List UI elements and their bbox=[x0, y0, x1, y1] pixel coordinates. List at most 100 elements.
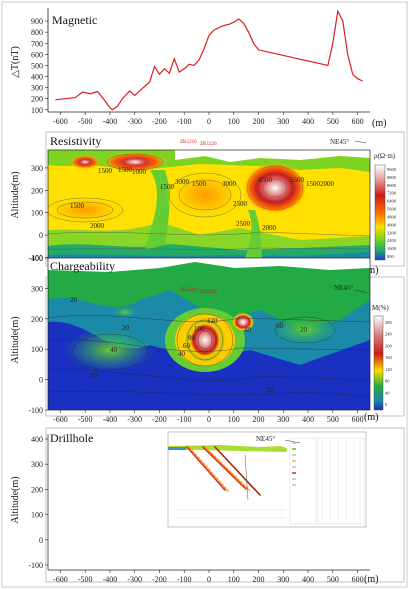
magnetic-line bbox=[55, 9, 363, 111]
chargeability-ytick-label: -100 bbox=[28, 406, 43, 415]
magnetic-xtick-label: 600 bbox=[352, 117, 364, 126]
resistivity-ytick-label: 300 bbox=[31, 164, 43, 173]
magnetic-xtick-label: -200 bbox=[152, 117, 167, 126]
chargeability-yticks: -100 0 100 200 300 400 bbox=[28, 254, 48, 415]
drillhole-ylabel: Altitude(m) bbox=[10, 476, 21, 523]
resistivity-colorbar-tick: 7200 bbox=[387, 191, 397, 196]
chargeability-xtick-label: -300 bbox=[127, 415, 142, 424]
chargeability-contour-label: 20 bbox=[70, 296, 78, 304]
chargeability-ytick-label: 0 bbox=[39, 376, 43, 385]
direction-label: NE45° bbox=[256, 435, 275, 443]
resistivity-contour-label: 2000 bbox=[262, 224, 277, 232]
magnetic-ytick-label: 200 bbox=[31, 95, 43, 104]
resistivity-colorbar-tick: 5600 bbox=[387, 207, 397, 212]
chargeability-colorbar-tick: 200 bbox=[385, 343, 393, 348]
resistivity-colorbar-tick: 6400 bbox=[387, 199, 397, 204]
resistivity-colorbar-tick: 4000 bbox=[387, 222, 397, 227]
resistivity-contour-label: 1500 bbox=[160, 183, 175, 191]
chargeability-colorbar-ticks: 280 240 200 160 120 80 40 0 bbox=[385, 320, 393, 407]
drillhole-xtick-label: -300 bbox=[127, 575, 142, 584]
resistivity-colorbar-tick: 1600 bbox=[387, 246, 397, 251]
chargeability-panel: Altitude(m) bbox=[10, 254, 405, 424]
magnetic-xtick-label: -500 bbox=[78, 117, 93, 126]
resistivity-contour-label: 1500 bbox=[192, 180, 207, 188]
chargeability-xtick-label: 500 bbox=[327, 415, 339, 424]
chargeability-contour-label: 40 bbox=[110, 346, 118, 354]
drillhole-xtick-label: 400 bbox=[302, 575, 314, 584]
resistivity-xunit: (m) bbox=[364, 265, 378, 276]
drillhole-xtick-label: 300 bbox=[277, 575, 289, 584]
chargeability-colorbar-tick: 0 bbox=[385, 402, 388, 407]
resistivity-colorbar-tick: 8000 bbox=[387, 183, 397, 188]
drillhole-label-zk1216: ZK1216 bbox=[180, 288, 197, 293]
magnetic-xticks: -600 -500 -400 -300 -200 -100 0 100 200 300 400 500… bbox=[53, 112, 364, 126]
drillhole-yticks: -100 0 100 200 300 400 bbox=[28, 435, 48, 570]
chargeability-xticks: -600 -500 -400 -300 -200 -100 0 100 200 300 400 500… bbox=[53, 410, 364, 424]
chargeability-xunit: (m) bbox=[364, 412, 378, 423]
drillhole-xtick-label: 600 bbox=[352, 575, 364, 584]
drillhole-label-zk1216: ZK1216 bbox=[180, 140, 197, 145]
chargeability-contour-label: 40 bbox=[244, 326, 252, 334]
chargeability-xtick-label: -100 bbox=[177, 415, 192, 424]
magnetic-xtick-label: 300 bbox=[277, 117, 289, 126]
resistivity-colorbar-tick: 4800 bbox=[387, 214, 397, 219]
drillhole-panel: Drillhole Altitude(m) -1000100200300400 … bbox=[10, 427, 405, 585]
magnetic-xtick-label: 400 bbox=[302, 117, 314, 126]
chargeability-xtick-label: 400 bbox=[302, 415, 314, 424]
chargeability-xtick-label: 200 bbox=[253, 415, 265, 424]
chargeability-xtick-label: 600 bbox=[352, 415, 364, 424]
drillhole-xtick-label: -100 bbox=[177, 575, 192, 584]
chargeability-contour-label: 20 bbox=[90, 372, 98, 380]
magnetic-panel: Magnetic △T(nT) 100 200 300 400 500 600 700 800… bbox=[10, 8, 386, 129]
chargeability-colorbar bbox=[373, 315, 384, 411]
magnetic-ytick-label: 400 bbox=[31, 73, 43, 82]
resistivity-ytick-label: 0 bbox=[39, 231, 43, 240]
resistivity-contour-label: 1500 bbox=[118, 166, 133, 174]
resistivity-title: Resistivity bbox=[50, 134, 101, 148]
resistivity-contour-label: 1000 bbox=[132, 168, 147, 176]
direction-arrow-icon bbox=[354, 140, 367, 144]
drillhole-xtick-label: 500 bbox=[327, 575, 339, 584]
magnetic-title: Magnetic bbox=[52, 13, 97, 27]
magnetic-ytick-label: 300 bbox=[31, 84, 43, 93]
chargeability-ytick-label: 400 bbox=[31, 254, 43, 263]
chargeability-ytick-label: 300 bbox=[31, 284, 43, 293]
resistivity-contour-label: 2000 bbox=[90, 222, 105, 230]
resistivity-colorbar-tick: 9600 bbox=[387, 167, 397, 172]
drillhole-xtick-label: 200 bbox=[253, 575, 265, 584]
chargeability-contour-label: 60 bbox=[183, 342, 191, 350]
resistivity-yticks: -100 0 100 200 300 bbox=[28, 164, 48, 263]
chargeability-contour-label: 60 bbox=[276, 322, 284, 330]
magnetic-ytick-label: 900 bbox=[31, 17, 43, 26]
drillhole-ytick-label: -100 bbox=[28, 561, 43, 570]
drillhole-ytick-label: 200 bbox=[31, 485, 43, 494]
magnetic-ytick-label: 100 bbox=[31, 106, 43, 115]
chargeability-contour-label: 40 bbox=[178, 350, 186, 358]
chargeability-ylabel: Altitude(m) bbox=[10, 316, 21, 363]
direction-arrow-icon bbox=[354, 289, 368, 294]
chargeability-colorbar-tick: 160 bbox=[385, 355, 393, 360]
chargeability-contour-label: 20 bbox=[266, 386, 274, 394]
resistivity-contour-label: 2500 bbox=[233, 200, 248, 208]
drillhole-xtick-label: -500 bbox=[78, 575, 93, 584]
chargeability-field bbox=[48, 258, 370, 410]
chargeability-xtick-label: -200 bbox=[152, 415, 167, 424]
chargeability-contour-label: 120 bbox=[207, 317, 218, 325]
drillhole-xunit: (m) bbox=[364, 574, 378, 585]
resistivity-colorbar-tick: 2400 bbox=[387, 238, 397, 243]
drillhole-ytick-label: 300 bbox=[31, 460, 43, 469]
chargeability-colorbar-tick: 280 bbox=[385, 320, 393, 325]
chargeability-xtick-label: 300 bbox=[277, 415, 289, 424]
drillhole-xtick-label: -400 bbox=[103, 575, 118, 584]
direction-arrow-icon bbox=[284, 439, 301, 444]
magnetic-xtick-label: 200 bbox=[253, 117, 265, 126]
chargeability-xtick-label: -500 bbox=[78, 415, 93, 424]
drillhole-ytick-label: 0 bbox=[39, 536, 43, 545]
chargeability-contour-label: 20 bbox=[300, 326, 308, 334]
resistivity-contour-label: 1500 bbox=[70, 202, 85, 210]
drillhole-ytick-label: 400 bbox=[31, 435, 43, 444]
drillhole-xtick-label: 0 bbox=[207, 575, 211, 584]
magnetic-xtick-label: 100 bbox=[228, 117, 240, 126]
